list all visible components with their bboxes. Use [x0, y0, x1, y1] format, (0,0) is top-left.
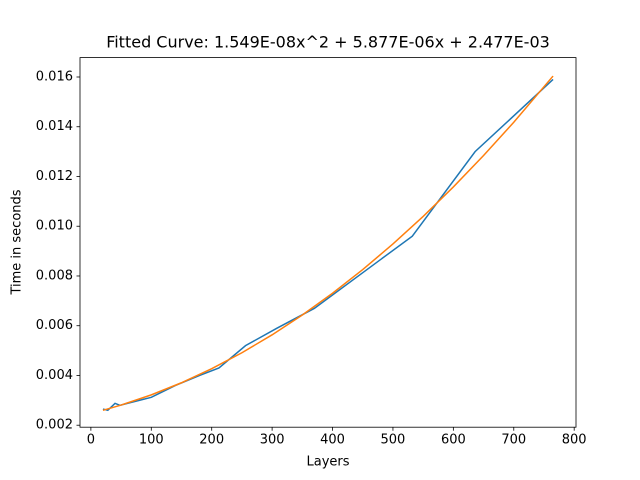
x-axis-label: Layers — [306, 455, 349, 470]
y-axis-label: Time in seconds — [10, 189, 25, 295]
x-tick-label: 300 — [260, 433, 285, 448]
y-tick-label: 0.016 — [36, 70, 73, 85]
x-tick-label: 400 — [320, 433, 345, 448]
chart-title: Fitted Curve: 1.549E-08x^2 + 5.877E-06x … — [106, 33, 550, 52]
y-tick-label: 0.004 — [36, 368, 73, 383]
x-tick-label: 700 — [501, 433, 526, 448]
x-tick-label: 200 — [199, 433, 224, 448]
plot-frame — [79, 57, 577, 428]
series-line — [102, 78, 554, 412]
y-tick-label: 0.002 — [36, 418, 73, 433]
y-tick-label: 0.006 — [36, 318, 73, 333]
x-tick-label: 0 — [87, 433, 95, 448]
x-tick-label: 100 — [139, 433, 164, 448]
y-tick-label: 0.014 — [36, 119, 73, 134]
y-tick-label: 0.012 — [36, 169, 73, 184]
y-tick-label: 0.008 — [36, 268, 73, 283]
series-line — [102, 75, 554, 412]
x-tick-label: 800 — [562, 433, 587, 448]
y-tick-label: 0.010 — [36, 219, 73, 234]
x-tick-label: 500 — [381, 433, 406, 448]
x-tick-label: 600 — [441, 433, 466, 448]
